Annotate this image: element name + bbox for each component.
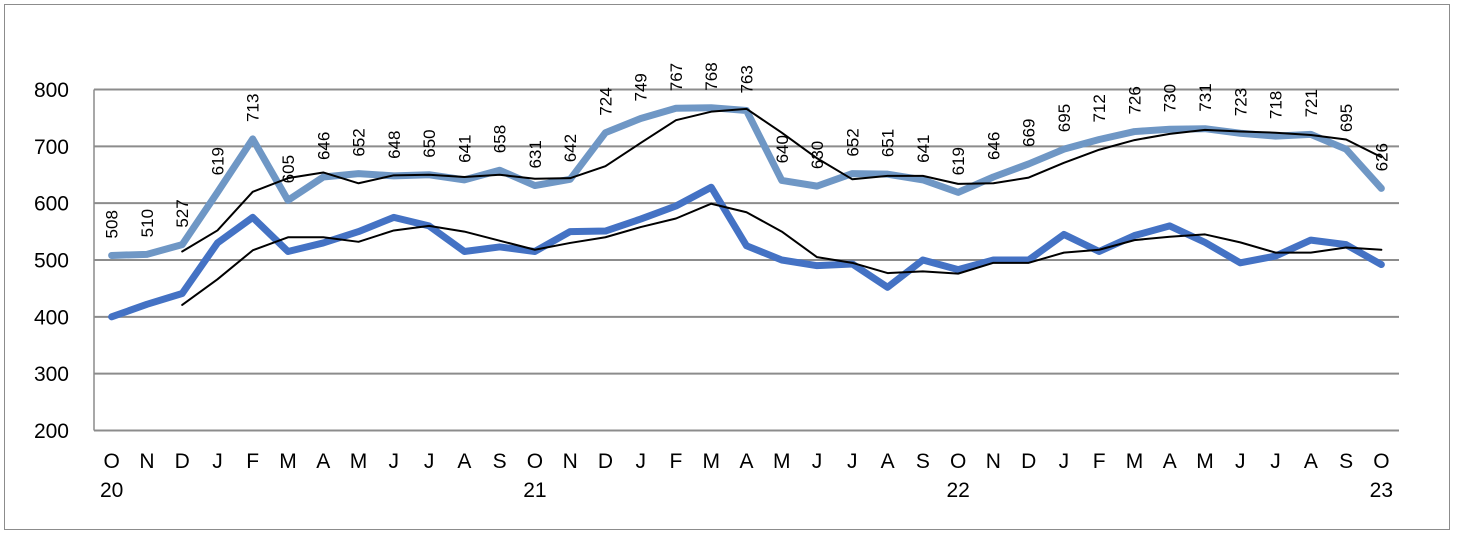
data-label: 641 [914,134,933,162]
data-label: 724 [596,87,615,115]
data-label: 652 [843,128,862,156]
x-tick-label: O [103,450,119,473]
y-tick-label: 500 [34,250,69,273]
data-label: 726 [1125,86,1144,114]
x-tick-label: O [950,450,966,473]
data-label: 730 [1161,84,1180,112]
x-tick-label: F [246,450,259,473]
data-label: 619 [208,147,227,175]
x-tick-label: F [670,450,683,473]
x-tick-label: A [1304,450,1318,473]
x-tick-label: J [389,450,400,473]
data-label: 695 [1055,104,1074,132]
x-tick-label: J [212,450,223,473]
x-tick-label: A [1163,450,1177,473]
data-label: 658 [491,125,510,153]
data-label: 651 [879,129,898,157]
x-tick-label: J [424,450,435,473]
x-tick-label: D [175,450,190,473]
x-tick-label: M [350,450,368,473]
x-tick-label: F [1093,450,1106,473]
y-tick-label: 600 [34,193,69,216]
data-label: 527 [173,199,192,227]
x-tick-label: O [1373,450,1389,473]
data-label: 641 [455,134,474,162]
y-tick-label: 400 [34,306,69,329]
x-tick-label: M [773,450,791,473]
data-label: 650 [420,129,439,157]
data-label: 768 [702,62,721,90]
x-tick-label: J [635,450,646,473]
y-tick-label: 700 [34,136,69,159]
x-tick-label: J [1270,450,1281,473]
data-label: 669 [1020,119,1039,147]
x-tick-label: O [527,450,543,473]
data-label: 731 [1196,83,1215,111]
x-tick-label: A [739,450,753,473]
x-tick-label: S [916,450,930,473]
x-tick-label: M [702,450,720,473]
x-tick-label: S [1339,450,1353,473]
x-tick-label: J [812,450,823,473]
x-tick-label: D [1021,450,1036,473]
x-tick-label: M [279,450,297,473]
data-label: 721 [1302,89,1321,117]
data-label: 723 [1231,88,1250,116]
y-tick-label: 800 [34,79,69,102]
data-label: 626 [1372,143,1391,171]
data-label: 718 [1267,91,1286,119]
data-label: 508 [103,210,122,238]
x-year-label: 20 [100,479,123,502]
data-label: 630 [808,141,827,169]
data-label: 619 [949,147,968,175]
data-label: 652 [350,128,369,156]
data-label: 767 [667,63,686,91]
x-tick-label: J [1059,450,1070,473]
x-tick-label: J [847,450,858,473]
x-tick-label: S [493,450,507,473]
data-label: 631 [526,140,545,168]
data-label: 640 [773,135,792,163]
x-year-label: 21 [523,479,546,502]
x-tick-label: M [1126,450,1144,473]
y-tick-label: 200 [34,420,69,443]
data-label: 695 [1337,104,1356,132]
chart-frame: 200 300 400 500 600 700 800 O N D J F M A M J J A S O N D J F M A… [4,4,1450,530]
x-tick-label: N [563,450,578,473]
x-tick-label: N [139,450,154,473]
data-label: 713 [244,94,263,122]
x-year-label: 22 [946,479,969,502]
x-tick-label: N [986,450,1001,473]
x-year-label: 23 [1370,479,1393,502]
data-label: 763 [737,65,756,93]
data-label: 646 [984,132,1003,160]
x-tick-label: M [1196,450,1214,473]
x-tick-label: A [316,450,330,473]
data-label: 648 [385,131,404,159]
series-line-3 [108,183,1385,321]
series-line-4 [181,202,1383,306]
x-tick-label: A [881,450,895,473]
x-tick-label: J [1235,450,1246,473]
x-tick-label: A [457,450,471,473]
data-label: 510 [138,209,157,237]
data-label: 646 [314,132,333,160]
data-label: 605 [279,155,298,183]
data-label: 712 [1090,94,1109,122]
data-label: 749 [632,73,651,101]
data-label: 642 [561,134,580,162]
x-tick-label: D [598,450,613,473]
y-tick-label: 300 [34,363,69,386]
